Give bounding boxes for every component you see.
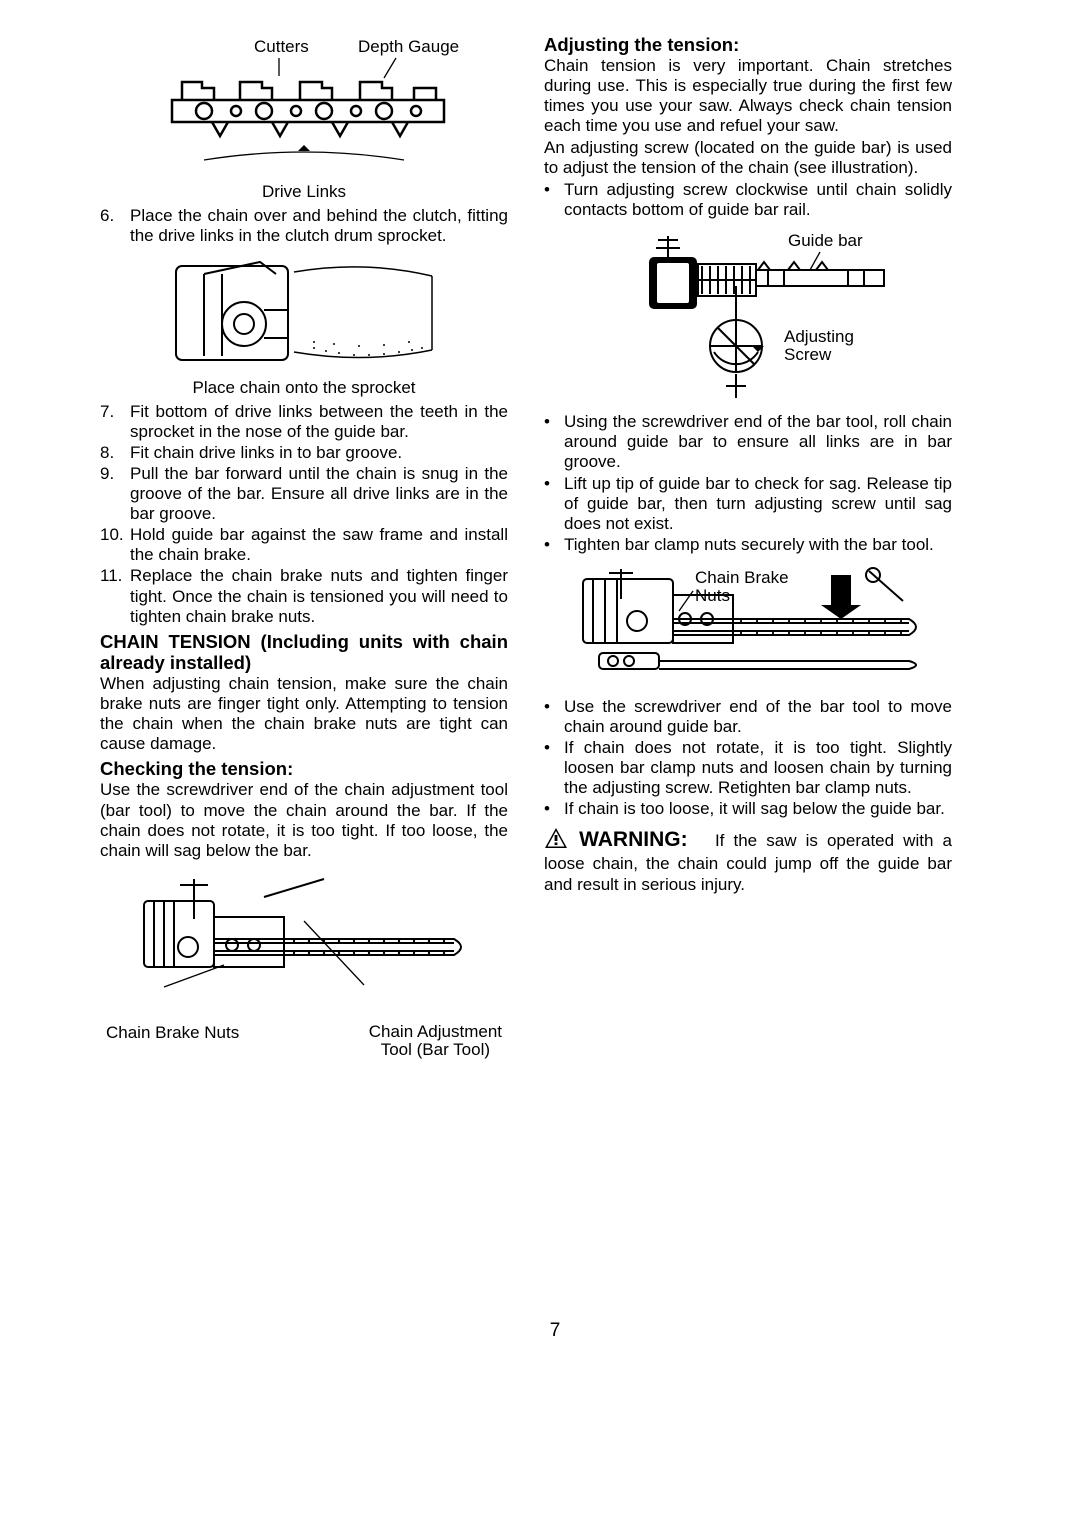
para-checking: Use the screwdriver end of the chain adj… [100,780,508,860]
caption-sprocket: Place chain onto the sprocket [100,378,508,398]
bullets-c: •Use the screwdriver end of the bar tool… [544,697,952,819]
bullet-body: Use the screwdriver end of the bar tool … [564,697,952,737]
page-number: 7 [100,1320,1010,1342]
label-bar-tool-1: Chain Adjustment [369,1023,502,1042]
label-cb-nuts-2: Nuts [695,586,730,605]
label-guide-bar: Guide bar [788,231,863,250]
bullet-dot: • [544,535,564,555]
bullet-dot: • [544,799,564,819]
figure-labels-row: Chain Brake Nuts Chain Adjustment Tool (… [100,1023,508,1060]
warning-block: WARNING: If the saw is operated with a l… [544,827,952,895]
step-body: Fit bottom of drive links between the te… [130,402,508,442]
label-cb-nuts-1: Chain Brake [695,568,789,587]
bullet-body: If chain does not rotate, it is too tigh… [564,738,952,798]
bullet-body: If chain is too loose, it will sag below… [564,799,952,819]
step-num: 9. [100,464,130,524]
para-adjust-1: Chain tension is very important. Chain s… [544,56,952,136]
figure-chain-parts: Cutters Depth Gauge [100,36,508,176]
para-chain-tension: When adjusting chain tension, make sure … [100,674,508,754]
heading-chain-tension: CHAIN TENSION (Including units with chai… [100,631,508,675]
bullet-body: Turn adjusting screw clockwise until cha… [564,180,952,220]
bullet-body: Lift up tip of guide bar to check for sa… [564,474,952,534]
step-num: 7. [100,402,130,442]
step-num: 10. [100,525,130,565]
label-depth-gauge: Depth Gauge [358,37,459,56]
bullets-b: •Using the screwdriver end of the bar to… [544,412,952,554]
bullet-dot: • [544,412,564,472]
step-body: Replace the chain brake nuts and tighten… [130,566,508,626]
column-right: Adjusting the tension: Chain tension is … [544,30,952,1060]
figure-chain-brake-nuts: Chain Brake Nuts [544,561,952,691]
bullet-body: Tighten bar clamp nuts securely with the… [564,535,952,555]
label-adjusting-2: Screw [784,345,832,364]
para-adjust-2: An adjusting screw (located on the guide… [544,138,952,178]
warning-icon [544,827,568,854]
warning-label: WARNING: [579,828,688,851]
bullet-dot: • [544,738,564,798]
step-num: 8. [100,443,130,463]
column-left: Cutters Depth Gauge [100,30,508,1060]
step-num: 11. [100,566,130,626]
heading-checking: Checking the tension: [100,758,508,780]
step-body: Fit chain drive links in to bar groove. [130,443,508,463]
label-bar-tool-2: Tool (Bar Tool) [369,1041,502,1060]
step-body: Hold guide bar against the saw frame and… [130,525,508,565]
label-cutters: Cutters [254,37,309,56]
step-body: Place the chain over and behind the clut… [130,206,508,246]
heading-adjusting: Adjusting the tension: [544,34,952,56]
label-adjusting-1: Adjusting [784,327,854,346]
step-num: 6. [100,206,130,246]
steps-6: 6.Place the chain over and behind the cl… [100,206,508,246]
bullet-dot: • [544,180,564,220]
figure-adjusting-screw: Guide bar [544,226,952,406]
label-chain-brake-nuts: Chain Brake Nuts [106,1023,239,1060]
bullet-body: Using the screwdriver end of the bar too… [564,412,952,472]
figure-sprocket [100,252,508,372]
step-body: Pull the bar forward until the chain is … [130,464,508,524]
steps-7-11: 7.Fit bottom of drive links between the … [100,402,508,627]
bullets-a: •Turn adjusting screw clockwise until ch… [544,180,952,220]
caption-drive-links: Drive Links [100,182,508,202]
bullet-dot: • [544,697,564,737]
bullet-dot: • [544,474,564,534]
figure-bar-tool [100,867,508,1017]
